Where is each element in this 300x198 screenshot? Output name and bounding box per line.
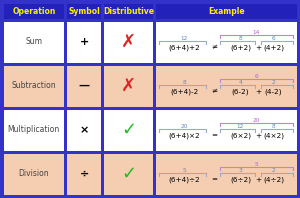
Text: 12: 12	[237, 124, 244, 129]
Text: ✓: ✓	[121, 165, 136, 183]
FancyBboxPatch shape	[4, 109, 64, 150]
FancyBboxPatch shape	[67, 109, 101, 150]
Text: 5: 5	[254, 162, 258, 167]
Text: 8: 8	[183, 80, 187, 85]
Text: (6+4)÷2: (6+4)÷2	[169, 176, 200, 183]
Text: ✗: ✗	[121, 77, 136, 95]
Text: —: —	[79, 81, 90, 91]
FancyBboxPatch shape	[104, 22, 153, 63]
Text: 5: 5	[183, 168, 187, 172]
Text: Multiplication: Multiplication	[8, 126, 60, 134]
Text: (6+4)+2: (6+4)+2	[169, 44, 200, 51]
Text: (6+2): (6+2)	[230, 44, 251, 51]
Text: (6+4)-2: (6+4)-2	[170, 88, 199, 95]
FancyBboxPatch shape	[4, 153, 64, 194]
FancyBboxPatch shape	[156, 22, 296, 63]
FancyBboxPatch shape	[4, 22, 64, 63]
FancyBboxPatch shape	[67, 66, 101, 107]
FancyBboxPatch shape	[4, 66, 64, 107]
Text: (4÷2): (4÷2)	[263, 176, 284, 183]
Text: ✗: ✗	[121, 33, 136, 51]
Text: ≠: ≠	[211, 89, 217, 94]
Text: Division: Division	[19, 169, 49, 179]
FancyBboxPatch shape	[67, 22, 101, 63]
Text: Sum: Sum	[25, 37, 42, 47]
Text: Example: Example	[208, 7, 244, 15]
Text: Operation: Operation	[12, 7, 56, 15]
Text: 8: 8	[239, 35, 242, 41]
Text: (4+2): (4+2)	[263, 44, 284, 51]
Text: +: +	[256, 176, 262, 183]
Text: 8: 8	[272, 124, 275, 129]
Text: ×: ×	[80, 125, 89, 135]
Text: (4×2): (4×2)	[263, 132, 284, 139]
Text: Symbol: Symbol	[68, 7, 100, 15]
Text: 12: 12	[181, 35, 188, 41]
Text: +: +	[256, 132, 262, 138]
FancyBboxPatch shape	[156, 66, 296, 107]
Text: Distributive: Distributive	[103, 7, 154, 15]
Text: ≠: ≠	[211, 45, 217, 50]
Text: (6×2): (6×2)	[230, 132, 251, 139]
Text: (6+4)×2: (6+4)×2	[169, 132, 200, 139]
Text: ÷: ÷	[80, 169, 89, 179]
Text: +: +	[256, 89, 262, 94]
FancyBboxPatch shape	[104, 109, 153, 150]
FancyBboxPatch shape	[4, 4, 64, 18]
Text: =: =	[211, 176, 217, 183]
Text: 20: 20	[181, 124, 188, 129]
Text: (4-2): (4-2)	[265, 88, 282, 95]
Text: +: +	[256, 45, 262, 50]
FancyBboxPatch shape	[156, 4, 296, 18]
Text: ✓: ✓	[121, 121, 136, 139]
Text: 4: 4	[239, 80, 242, 85]
Text: 6: 6	[255, 73, 258, 78]
FancyBboxPatch shape	[67, 4, 101, 18]
Text: 2: 2	[272, 168, 275, 172]
FancyBboxPatch shape	[104, 4, 153, 18]
Text: 2: 2	[272, 80, 275, 85]
FancyBboxPatch shape	[156, 153, 296, 194]
Text: 3: 3	[239, 168, 242, 172]
Text: 20: 20	[253, 117, 260, 123]
FancyBboxPatch shape	[156, 109, 296, 150]
Text: (6÷2): (6÷2)	[230, 176, 251, 183]
Text: (6-2): (6-2)	[232, 88, 249, 95]
Text: +: +	[80, 37, 89, 47]
Text: 6: 6	[272, 35, 275, 41]
Text: =: =	[211, 132, 217, 138]
FancyBboxPatch shape	[67, 153, 101, 194]
Text: 14: 14	[253, 30, 260, 34]
FancyBboxPatch shape	[104, 153, 153, 194]
FancyBboxPatch shape	[104, 66, 153, 107]
Text: Subtraction: Subtraction	[11, 82, 56, 90]
